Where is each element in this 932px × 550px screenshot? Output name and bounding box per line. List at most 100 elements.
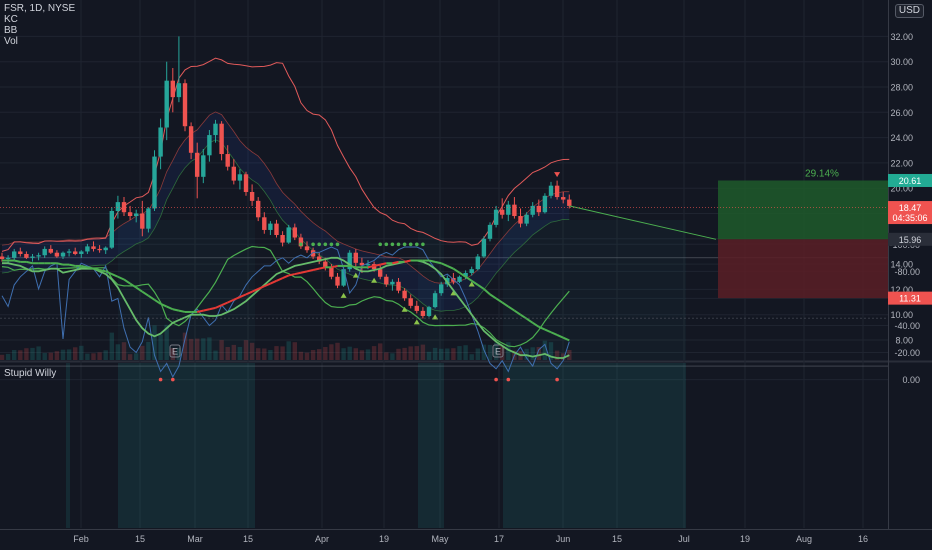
- bollinger-upper: [1, 57, 570, 252]
- x-tick-label: 17: [494, 534, 504, 544]
- volume-bar: [414, 346, 419, 360]
- legend-vol[interactable]: Vol: [4, 36, 18, 47]
- sell-triangle: [554, 172, 561, 178]
- oversold-dot: [329, 242, 334, 247]
- candle-body: [42, 248, 47, 256]
- candle-body: [164, 80, 169, 128]
- oversold-dot: [335, 242, 340, 247]
- candle-body: [304, 246, 310, 251]
- oscillator-title[interactable]: Stupid Willy: [4, 368, 57, 379]
- osc-slow-segment: [556, 334, 564, 339]
- candle-body: [176, 83, 182, 98]
- osc-slow-segment: [379, 262, 387, 266]
- volume-bar: [304, 352, 310, 360]
- osc-slow-segment: [166, 305, 174, 311]
- candle-body: [530, 205, 535, 215]
- osc-slow-segment: [312, 267, 320, 271]
- osc-slow-segment: [501, 301, 509, 308]
- osc-slow-segment: [227, 298, 235, 304]
- volume-bar: [317, 349, 322, 360]
- osc-slow-segment: [117, 275, 125, 281]
- candle-body: [408, 298, 413, 306]
- candle-body: [109, 210, 114, 248]
- volume-bar: [432, 347, 438, 360]
- osc-slow-segment: [233, 296, 241, 301]
- volume-bar: [256, 348, 261, 360]
- candle-body: [378, 269, 383, 277]
- candle-body: [329, 267, 334, 277]
- volume-bar: [530, 347, 535, 360]
- volume-bar: [396, 348, 401, 360]
- volume-bar: [60, 349, 66, 360]
- overbought-dot: [555, 377, 559, 382]
- x-tick-label: 15: [612, 534, 622, 544]
- osc-slow-segment: [196, 309, 204, 313]
- candle-body: [97, 248, 102, 251]
- volume-bar: [335, 342, 340, 360]
- osc-slow-segment: [209, 306, 216, 311]
- candle-body: [280, 235, 285, 243]
- overbought-dot: [158, 377, 163, 382]
- volume-bar: [567, 350, 572, 360]
- candle-body: [347, 252, 352, 270]
- volume-bar: [262, 348, 267, 360]
- candle-body: [182, 83, 188, 127]
- x-tick-label: 15: [135, 534, 145, 544]
- candle-body: [512, 204, 517, 217]
- candle-body: [54, 252, 60, 257]
- position-percent-label: 29.14%: [805, 168, 839, 179]
- candle-body: [561, 197, 566, 200]
- osc-slow-segment: [26, 260, 33, 265]
- volume-bar: [85, 353, 90, 360]
- osc-slow-segment: [276, 277, 284, 282]
- osc-slow-segment: [288, 273, 296, 277]
- candle-body: [0, 256, 5, 260]
- volume-bar: [274, 346, 279, 360]
- price-label-bg: [888, 291, 932, 305]
- osc-slow-segment: [392, 260, 399, 265]
- osc-slow-segment: [446, 265, 454, 270]
- volume-bar: [323, 347, 328, 360]
- volume-bar: [42, 353, 47, 360]
- currency-button[interactable]: USD: [894, 4, 924, 18]
- osc-slow-segment: [56, 262, 64, 266]
- candle-body: [341, 269, 346, 286]
- x-tick-label: 19: [740, 534, 750, 544]
- volume-bar: [164, 324, 169, 360]
- x-tick-label: 19: [379, 534, 389, 544]
- earnings-marker-label: E: [495, 347, 501, 357]
- oversold-dot: [323, 242, 328, 247]
- volume-bar: [487, 344, 493, 360]
- candle-body: [91, 246, 96, 249]
- symbol-title[interactable]: FSR, 1D, NYSE: [4, 3, 76, 14]
- candle-body: [213, 123, 218, 136]
- osc-slow-segment: [428, 259, 436, 263]
- osc-slow-segment: [300, 270, 308, 274]
- osc-slow-segment: [87, 266, 94, 270]
- osc-slow-segment: [550, 331, 558, 336]
- candle-body: [567, 199, 572, 206]
- volume-bar: [127, 354, 133, 360]
- oversold-dot: [421, 242, 425, 247]
- volume-bar: [384, 352, 389, 360]
- legend-kc[interactable]: KC: [4, 14, 18, 25]
- osc-slow-segment: [141, 290, 149, 297]
- volume-bar: [469, 354, 474, 360]
- volume-bar: [219, 340, 224, 360]
- buy-triangle: [371, 277, 378, 283]
- volume-bar: [347, 346, 352, 360]
- osc-slow-segment: [105, 270, 113, 275]
- candle-body: [256, 200, 261, 218]
- candle-body: [390, 281, 395, 285]
- volume-bar: [188, 338, 194, 360]
- osc-slow-segment: [294, 271, 302, 276]
- osc-slow-segment: [282, 274, 290, 280]
- candle-body: [73, 251, 78, 254]
- osc-slow-segment: [513, 309, 522, 316]
- oversold-dot: [415, 242, 419, 247]
- osc-highlight-zone: [503, 363, 686, 528]
- oversold-dot: [378, 242, 383, 247]
- osc-y-tick-label: -80.00: [894, 267, 920, 277]
- legend-bb[interactable]: BB: [4, 25, 18, 36]
